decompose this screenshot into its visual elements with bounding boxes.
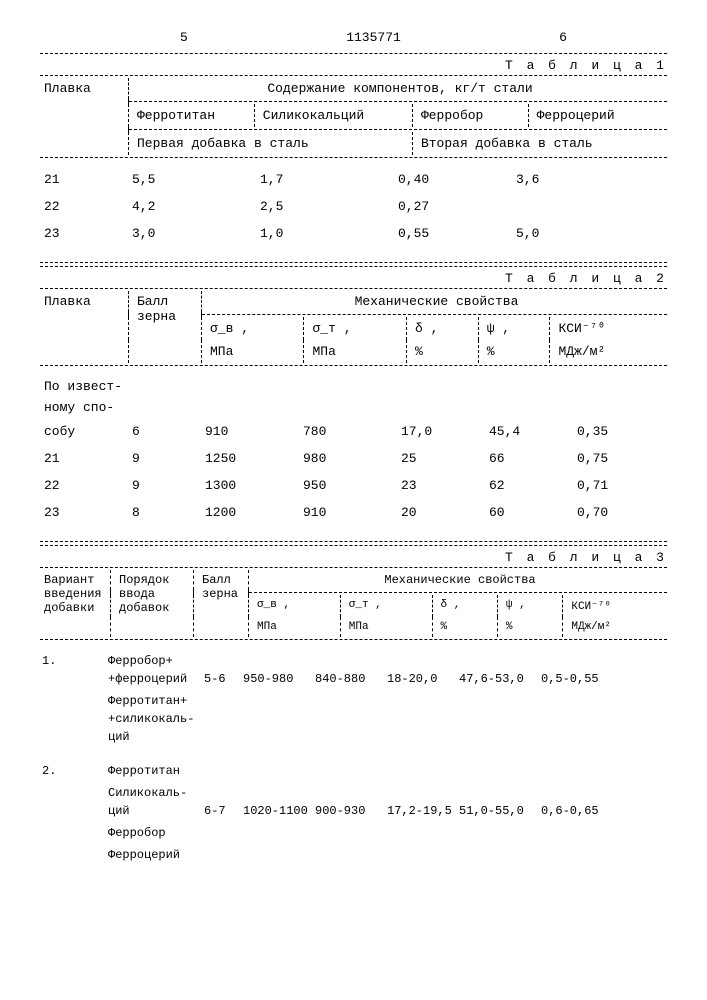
- t1-span: Содержание компонентов, кг/т стали: [129, 78, 668, 99]
- table3-caption: Т а б л и ц а 3: [40, 550, 667, 565]
- t1-sub-right: Вторая добавка в сталь: [412, 132, 667, 155]
- t3-col2: Балл зерна: [194, 570, 249, 637]
- t2-col0: Плавка: [40, 291, 129, 363]
- page-col-right: 6: [559, 30, 567, 45]
- t1-h-0: Ферротитан: [129, 104, 255, 127]
- known-label-1: ному спо-: [40, 397, 667, 418]
- t1-col0: Плавка: [40, 78, 129, 155]
- t2-span: Механические свойства: [202, 291, 668, 312]
- t1-h-1: Силикокальций: [254, 104, 412, 127]
- known-label-2: собу: [40, 418, 128, 445]
- t3-additive: Ферроцерий: [106, 846, 202, 864]
- table2-body: По извест- ному спо- собу 6 910 780 17,0…: [40, 376, 667, 526]
- t3-col1: Порядок ввода добавок: [111, 570, 194, 637]
- table3: Вариант введения добавки Порядок ввода д…: [40, 570, 667, 637]
- table1-caption: Т а б л и ц а 1: [40, 58, 667, 73]
- table-row: 23: [40, 220, 128, 247]
- t1-sub-left: Первая добавка в сталь: [129, 132, 413, 155]
- table2: Плавка Балл зерна Механические свойства …: [40, 291, 667, 363]
- table-row: 22: [40, 193, 128, 220]
- t3-additive: Ферротитан+: [106, 692, 202, 710]
- t3-additive: +силикокаль-: [106, 710, 202, 728]
- t3-additive: Ферробор: [106, 824, 202, 842]
- page-header: 5 1135771 6: [40, 30, 667, 45]
- doc-number: 1135771: [346, 30, 401, 45]
- t3-additive: Ферротитан: [106, 762, 202, 780]
- t3-additive: ций: [106, 802, 202, 820]
- t3-additive: ций: [106, 728, 202, 746]
- table1: Плавка Содержание компонентов, кг/т стал…: [40, 78, 667, 155]
- t3-additive: +ферроцерий: [106, 670, 202, 688]
- t3-variant: 2.: [40, 762, 106, 780]
- t3-variant: 1.: [40, 652, 106, 670]
- table-row: 21: [40, 445, 128, 472]
- t3-additive: Силикокаль-: [106, 784, 202, 802]
- t3-additive: Ферробор+: [106, 652, 202, 670]
- t3-span: Механические свойства: [249, 570, 668, 590]
- table-row: 23: [40, 499, 128, 526]
- table1-body: 21 5,5 1,7 0,40 3,6 22 4,2 2,5 0,27 23 3…: [40, 166, 667, 247]
- page-col-left: 5: [180, 30, 188, 45]
- table2-caption: Т а б л и ц а 2: [40, 271, 667, 286]
- known-label-0: По извест-: [40, 376, 667, 397]
- table3-body: 1. Ферробор+ +ферроцерий 5-6 950-980 840…: [40, 652, 667, 864]
- t1-h-3: Ферроцерий: [528, 104, 667, 127]
- table-row: 21: [40, 166, 128, 193]
- t1-h-2: Ферробор: [412, 104, 528, 127]
- t2-col1: Балл зерна: [129, 291, 202, 363]
- t3-col0: Вариант введения добавки: [40, 570, 111, 637]
- table-row: 22: [40, 472, 128, 499]
